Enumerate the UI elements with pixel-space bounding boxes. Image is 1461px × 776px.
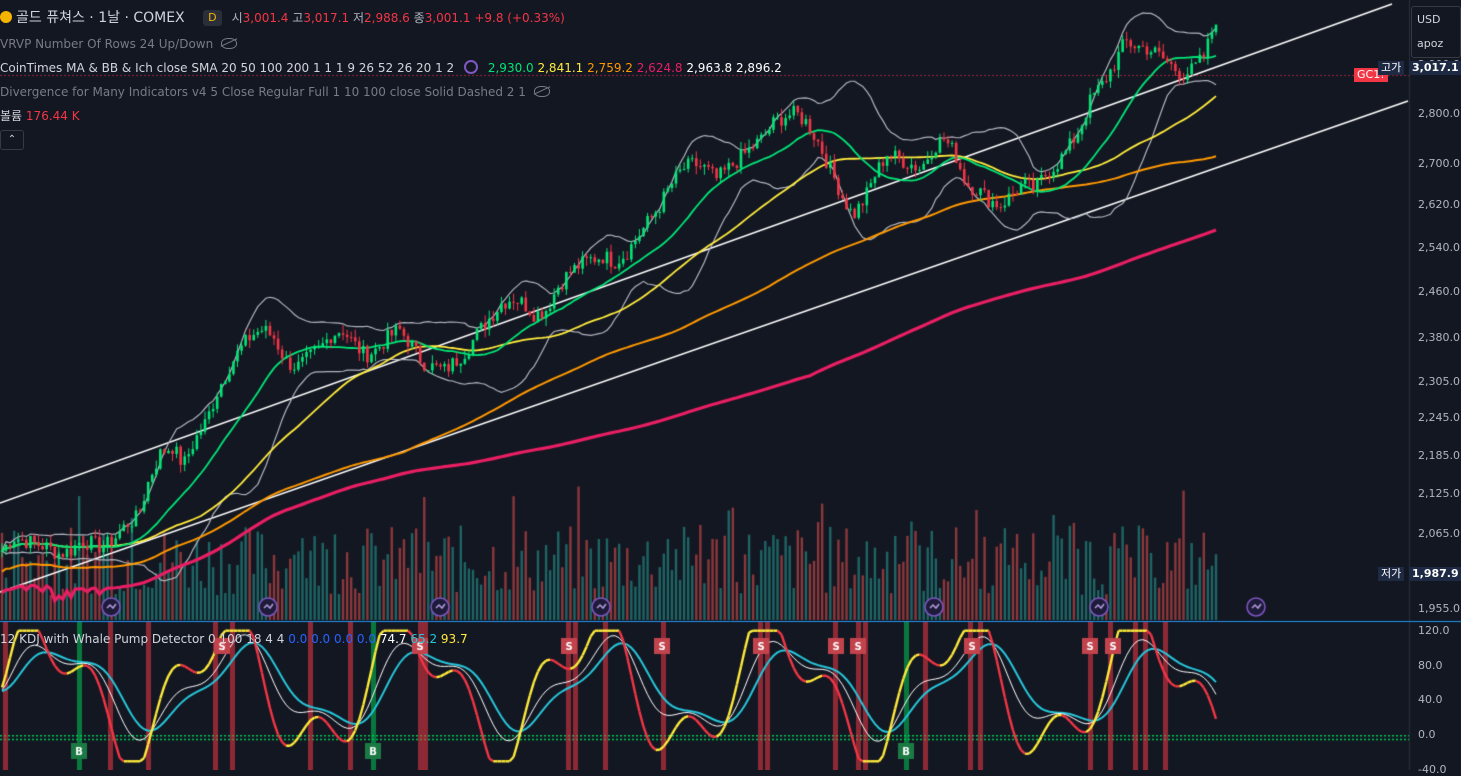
kdj-axis-label: 120.0	[1418, 623, 1450, 637]
price-axis-label: 2,620.0	[1418, 198, 1460, 212]
price-axis-label: 2,700.0	[1418, 156, 1460, 170]
volume-label: 볼륨	[0, 109, 23, 123]
indicator-value: 0.0	[288, 632, 312, 646]
price-axis-label: 1,955.0	[1418, 602, 1460, 616]
kdj-axis-label: 40.0	[1418, 693, 1443, 707]
hidden-eye-icon[interactable]	[221, 38, 238, 49]
ohlc-values: 시3,001.4 고3,017.1 저2,988.6 종3,001.1 +9.8…	[231, 11, 565, 25]
currency-select[interactable]: USD	[1412, 10, 1458, 30]
symbol-legend[interactable]: 골드 퓨쳐스 · 1날 · COMEX D 시3,001.4 고3,017.1 저…	[0, 10, 565, 26]
refresh-icon[interactable]	[464, 60, 479, 74]
indicator-value: 65.2	[410, 632, 441, 646]
indicator-value: 93.7	[440, 632, 468, 646]
user-label[interactable]: apoz	[1412, 34, 1458, 54]
kdj-label: 12 KDJ with Whale Pump Detector 0 100 18…	[0, 632, 285, 646]
indicator-value: 2,963.8	[686, 61, 736, 75]
high-value-tag: 3,017.1	[1409, 61, 1461, 75]
hidden-eye-icon[interactable]	[533, 86, 550, 97]
price-axis-label: 2,125.0	[1418, 487, 1460, 501]
interval-badge[interactable]: D	[203, 10, 222, 26]
price-axis-label: 2,305.0	[1418, 375, 1460, 389]
kdj-values: 0.0 0.0 0.0 0.0 74.7 65.2 93.7	[288, 632, 467, 646]
indicator-value: 2,759.2	[587, 61, 637, 75]
divergence-legend[interactable]: Divergence for Many Indicators v4 5 Clos…	[0, 84, 550, 100]
vrvp-label: VRVP Number Of Rows 24 Up/Down	[0, 37, 214, 51]
price-axis-label: 2,380.0	[1418, 330, 1460, 344]
high-label-tag: 고가	[1378, 61, 1405, 75]
indicator-value: 74.7	[379, 632, 411, 646]
price-axis-label: 2,185.0	[1418, 448, 1460, 462]
indicator-value: 2,896.2	[735, 61, 782, 75]
kdj-legend[interactable]: 12 KDJ with Whale Pump Detector 0 100 18…	[0, 631, 468, 647]
kdj-axis-label: 80.0	[1418, 658, 1443, 672]
price-axis-label: 2,540.0	[1418, 241, 1460, 255]
low-label-tag: 저가	[1378, 567, 1405, 581]
indicator-value: 0.0	[334, 632, 357, 646]
indicator-value: 2,930.0	[487, 61, 538, 75]
price-axis-label: 2,800.0	[1418, 106, 1460, 120]
cointimes-legend[interactable]: CoinTimes MA & BB & Ich close SMA 20 50 …	[0, 60, 782, 76]
indicator-value: 2,624.8	[636, 61, 687, 75]
volume-legend[interactable]: 볼륨 176.44 K	[0, 108, 80, 124]
gold-coin-icon	[0, 11, 12, 23]
vrvp-legend[interactable]: VRVP Number Of Rows 24 Up/Down	[0, 36, 238, 52]
indicator-value: 0.0	[311, 632, 335, 646]
price-axis-label: 2,245.0	[1418, 411, 1460, 425]
price-axis-label: 2,460.0	[1418, 285, 1460, 299]
price-axis-label: 2,065.0	[1418, 526, 1460, 540]
kdj-axis-label: 0.0	[1418, 728, 1436, 742]
symbol-title: 골드 퓨쳐스 · 1날 · COMEX	[16, 10, 185, 26]
divergence-label: Divergence for Many Indicators v4 5 Clos…	[0, 85, 526, 99]
indicator-value: 2,841.1	[537, 61, 588, 75]
cointimes-label: CoinTimes MA & BB & Ich close SMA 20 50 …	[0, 61, 455, 75]
indicator-value: 0.0	[356, 632, 380, 646]
volume-value: 176.44 K	[25, 109, 80, 123]
chevron-up-icon[interactable]: ⌃	[0, 130, 24, 150]
low-value-tag: 1,987.9	[1409, 567, 1461, 581]
cointimes-values: 2,930.0 2,841.1 2,759.2 2,624.8 2,963.8 …	[488, 61, 782, 75]
